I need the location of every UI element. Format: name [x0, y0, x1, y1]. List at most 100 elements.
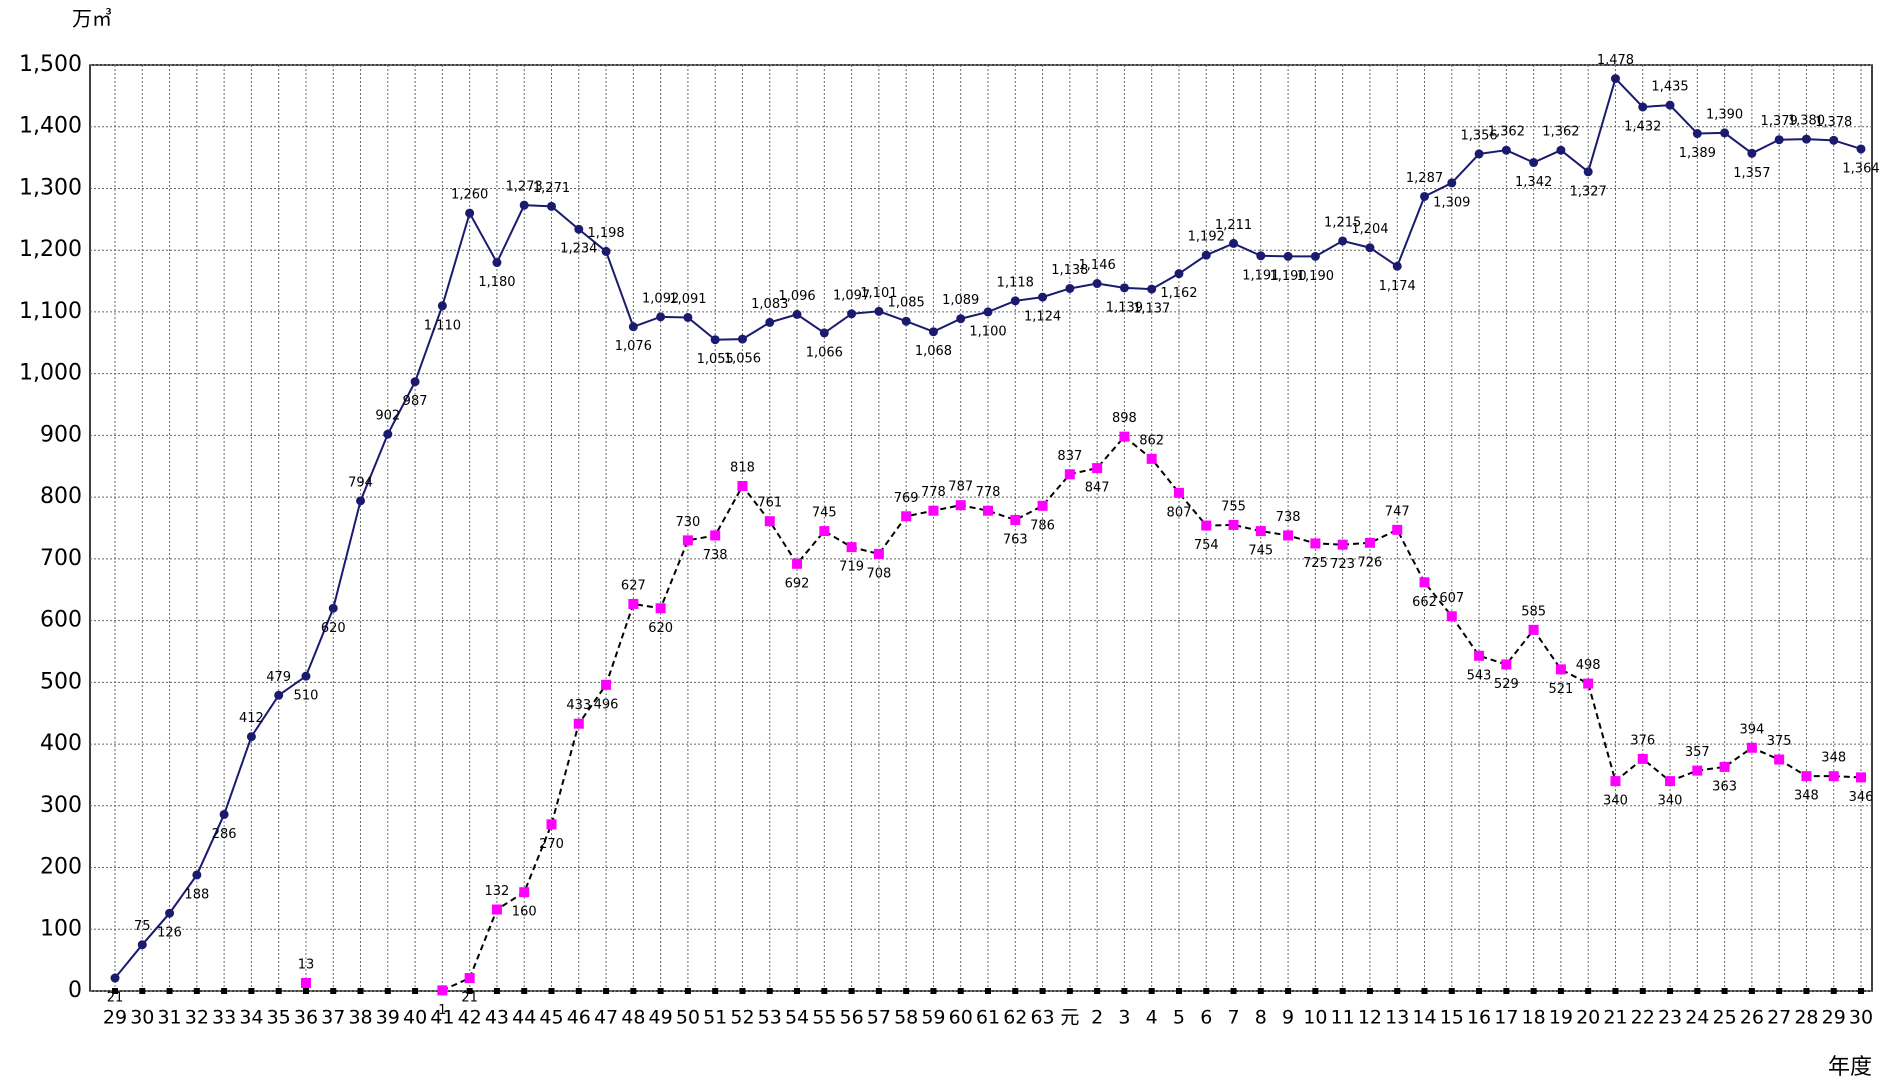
point	[1201, 250, 1211, 260]
x-tick-mark	[739, 988, 746, 994]
y-tick-label: 900	[40, 422, 82, 447]
point	[628, 322, 638, 332]
x-tick-label: 47	[594, 1007, 618, 1029]
data-label: 1,139	[1106, 300, 1143, 315]
data-label: 160	[512, 905, 537, 920]
point	[1310, 251, 1320, 261]
point	[1392, 261, 1402, 271]
x-tick-mark	[139, 988, 146, 994]
data-label: 708	[866, 566, 891, 581]
point	[137, 940, 147, 950]
y-tick-label: 1,300	[19, 175, 82, 200]
data-label: 1,192	[1188, 230, 1225, 245]
x-tick-mark	[848, 988, 855, 994]
data-label: 725	[1303, 556, 1328, 571]
y-tick-label: 300	[40, 793, 82, 818]
point	[492, 258, 502, 268]
x-tick-mark	[1476, 988, 1483, 994]
point	[1692, 129, 1702, 139]
data-label: 1,390	[1706, 107, 1743, 122]
point	[656, 312, 666, 322]
point	[1446, 611, 1457, 622]
point	[1228, 519, 1239, 530]
data-label: 1,215	[1324, 215, 1361, 230]
point	[765, 317, 775, 327]
x-tick-mark	[1639, 988, 1646, 994]
x-tick-label: 5	[1173, 1007, 1185, 1029]
data-label: 1,191	[1242, 268, 1279, 283]
data-label: 987	[403, 394, 428, 409]
data-label: 787	[948, 480, 973, 495]
data-label: 433	[566, 698, 591, 713]
x-tick-mark	[275, 988, 282, 994]
point	[846, 542, 857, 553]
x-tick-label: 14	[1412, 1007, 1436, 1029]
y-tick-label: 400	[40, 731, 82, 756]
point	[1337, 539, 1348, 550]
x-tick-label: 18	[1522, 1007, 1546, 1029]
data-label: 521	[1548, 682, 1573, 697]
point	[1147, 284, 1157, 294]
data-label: 620	[648, 621, 673, 636]
point	[1746, 742, 1757, 753]
x-tick-label: 46	[567, 1007, 591, 1029]
x-tick-mark	[1285, 988, 1292, 994]
data-label: 1	[438, 1003, 446, 1018]
point	[1092, 279, 1102, 289]
x-tick-mark	[412, 988, 419, 994]
data-label: 412	[239, 711, 264, 726]
point	[301, 671, 311, 681]
data-label: 662	[1412, 595, 1437, 610]
y-tick-label: 500	[40, 669, 82, 694]
point	[1774, 754, 1785, 765]
x-tick-label: 58	[894, 1007, 918, 1029]
point	[1747, 148, 1757, 158]
data-label: 754	[1194, 538, 1219, 553]
data-label: 1,056	[724, 352, 761, 367]
data-label: 745	[1248, 544, 1273, 559]
x-tick-label: 32	[185, 1007, 209, 1029]
point	[601, 246, 611, 256]
x-tick-label: 60	[949, 1007, 973, 1029]
x-tick-label: 57	[867, 1007, 891, 1029]
x-tick-mark	[1667, 988, 1674, 994]
data-label: 270	[539, 837, 564, 852]
x-tick-label: 36	[294, 1007, 318, 1029]
data-label: 1,146	[1079, 258, 1116, 273]
x-tick-label: 52	[730, 1007, 754, 1029]
x-tick-mark	[521, 988, 528, 994]
data-label: 357	[1685, 745, 1710, 760]
x-tick-mark	[1721, 988, 1728, 994]
x-tick-label: 28	[1794, 1007, 1818, 1029]
data-label: 394	[1739, 722, 1764, 737]
x-tick-mark	[1366, 988, 1373, 994]
point	[1555, 664, 1566, 675]
x-tick-mark	[930, 988, 937, 994]
point	[1856, 144, 1866, 154]
data-label: 1,271	[533, 181, 570, 196]
data-label: 376	[1630, 733, 1655, 748]
x-tick-label: 34	[239, 1007, 263, 1029]
point	[901, 511, 912, 522]
point	[1037, 500, 1048, 511]
data-label: 837	[1057, 449, 1082, 464]
data-label: 738	[703, 548, 728, 563]
x-tick-mark	[712, 988, 719, 994]
x-tick-mark	[1175, 988, 1182, 994]
x-tick-label: 29	[103, 1007, 127, 1029]
x-tick-label: 3	[1118, 1007, 1130, 1029]
point	[1064, 469, 1075, 480]
data-label: 21	[107, 991, 124, 1006]
point	[1119, 431, 1130, 442]
data-label: 1,234	[560, 242, 597, 257]
point	[165, 908, 175, 918]
y-tick-label: 1,400	[19, 114, 82, 139]
x-tick-label: 30	[1849, 1007, 1873, 1029]
point	[1146, 453, 1157, 464]
point	[737, 481, 748, 492]
x-tick-mark	[357, 988, 364, 994]
point	[464, 973, 475, 984]
point	[792, 309, 802, 319]
point	[1501, 145, 1511, 155]
point	[1283, 251, 1293, 261]
